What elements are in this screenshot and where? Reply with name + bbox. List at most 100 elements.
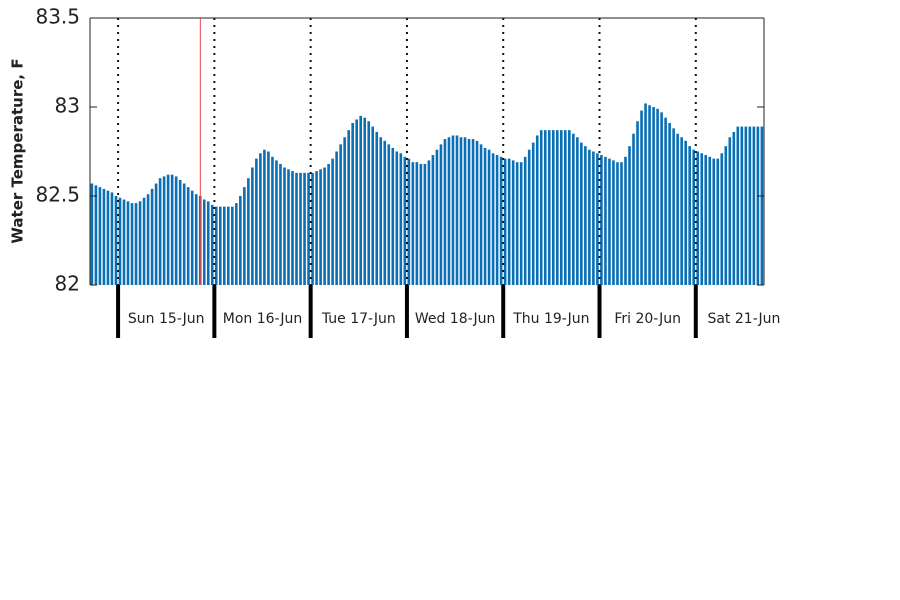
bar bbox=[720, 153, 724, 285]
bar bbox=[371, 126, 375, 285]
bar bbox=[632, 133, 635, 285]
bar bbox=[680, 137, 683, 285]
y-tick-label: 83 bbox=[55, 94, 80, 118]
bar bbox=[327, 163, 330, 285]
bar bbox=[724, 146, 728, 285]
bar bbox=[760, 126, 764, 285]
bar bbox=[126, 201, 130, 285]
bar bbox=[295, 172, 298, 285]
bar bbox=[636, 121, 639, 286]
bar bbox=[592, 151, 595, 285]
bar bbox=[291, 171, 294, 285]
bar bbox=[503, 158, 507, 285]
bar bbox=[467, 139, 471, 285]
bar bbox=[134, 203, 138, 285]
bar bbox=[624, 156, 627, 285]
bar bbox=[495, 155, 499, 285]
bar bbox=[271, 156, 274, 285]
bar bbox=[387, 144, 391, 285]
bar bbox=[728, 137, 732, 285]
bar bbox=[596, 153, 599, 285]
bar bbox=[154, 183, 158, 285]
bar bbox=[166, 174, 170, 285]
bar bbox=[150, 188, 154, 285]
bar bbox=[676, 133, 679, 285]
bar bbox=[672, 128, 675, 285]
bar bbox=[584, 146, 587, 285]
bar bbox=[263, 149, 266, 285]
bar bbox=[403, 156, 407, 285]
bar bbox=[600, 155, 603, 285]
bar bbox=[391, 147, 395, 285]
bar bbox=[243, 187, 246, 285]
bar bbox=[684, 140, 687, 285]
bar bbox=[303, 172, 306, 285]
bar bbox=[98, 187, 102, 285]
bar bbox=[555, 130, 559, 285]
bar bbox=[174, 176, 178, 285]
bar bbox=[628, 146, 631, 285]
bar bbox=[447, 137, 451, 285]
bar bbox=[194, 194, 198, 285]
bar bbox=[471, 139, 475, 285]
bar bbox=[752, 126, 756, 285]
bar bbox=[247, 178, 250, 285]
bar bbox=[287, 169, 290, 285]
bar bbox=[363, 117, 367, 286]
bar bbox=[299, 172, 302, 285]
bar bbox=[395, 151, 399, 285]
bar bbox=[572, 133, 575, 285]
bar bbox=[696, 151, 700, 285]
y-tick-label: 83.5 bbox=[35, 5, 80, 29]
bar bbox=[712, 158, 716, 285]
bar bbox=[218, 206, 222, 285]
bar bbox=[656, 108, 659, 285]
bar bbox=[640, 110, 643, 285]
bar bbox=[182, 183, 186, 285]
bar bbox=[459, 137, 463, 285]
bar bbox=[531, 142, 535, 285]
bar bbox=[259, 153, 262, 285]
bar bbox=[158, 178, 162, 285]
bar bbox=[122, 199, 126, 285]
bar bbox=[543, 130, 547, 285]
bar bbox=[279, 163, 282, 285]
bar bbox=[114, 196, 118, 285]
bar bbox=[407, 158, 411, 285]
bar bbox=[251, 167, 254, 285]
bar bbox=[146, 194, 150, 285]
bar bbox=[347, 130, 350, 285]
bar bbox=[748, 126, 752, 285]
bar bbox=[315, 171, 318, 285]
bar bbox=[535, 135, 539, 285]
bar bbox=[487, 149, 491, 285]
bar bbox=[206, 201, 210, 285]
bar bbox=[547, 130, 551, 285]
bar bbox=[604, 156, 607, 285]
bar bbox=[110, 192, 114, 285]
y-tick-label: 82.5 bbox=[35, 183, 80, 207]
bar bbox=[439, 144, 443, 285]
bar bbox=[660, 112, 663, 285]
day-label: Mon 16-Jun bbox=[223, 311, 303, 327]
bar bbox=[443, 139, 447, 285]
bar bbox=[716, 158, 720, 285]
bar bbox=[559, 130, 563, 285]
bar bbox=[383, 140, 387, 285]
bar bbox=[202, 199, 206, 285]
bar bbox=[588, 149, 591, 285]
bar bbox=[311, 172, 314, 285]
bar bbox=[343, 137, 346, 285]
bar bbox=[186, 187, 190, 285]
day-label: Sat 21-Jun bbox=[707, 311, 780, 327]
bar bbox=[564, 130, 567, 285]
bar bbox=[431, 155, 435, 285]
bar bbox=[704, 155, 708, 285]
bar bbox=[415, 162, 419, 285]
bar bbox=[708, 156, 712, 285]
bar bbox=[367, 121, 371, 286]
bar bbox=[118, 197, 122, 285]
bar bbox=[106, 190, 110, 285]
bar bbox=[170, 174, 174, 285]
bar bbox=[190, 190, 194, 285]
